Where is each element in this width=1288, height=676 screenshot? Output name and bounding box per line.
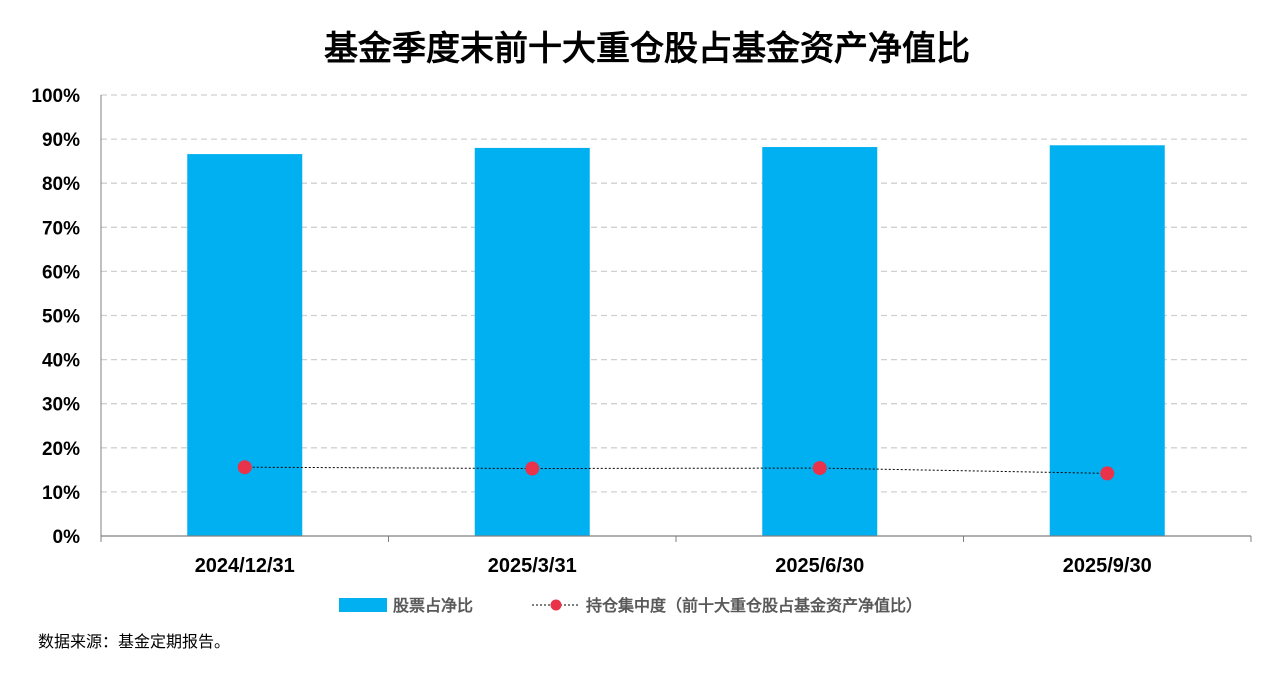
y-tick-label: 30% (42, 395, 80, 416)
y-tick-label: 0% (53, 527, 81, 548)
line-point (237, 460, 252, 475)
y-tick-label: 100% (31, 86, 80, 107)
legend-label-line: 持仓集中度（前十大重仓股占基金资产净值比） (586, 596, 922, 615)
x-tick-label: 2025/9/30 (1063, 555, 1152, 577)
y-tick-label: 70% (42, 218, 80, 239)
bar (474, 147, 590, 537)
chart-title: 基金季度末前十大重仓股占基金资产净值比 (324, 29, 970, 69)
line-point (812, 461, 827, 476)
legend: 股票占净比 持仓集中度（前十大重仓股占基金资产净值比） (339, 596, 922, 615)
legend-swatch-bar (339, 598, 387, 612)
line-point (1100, 466, 1115, 481)
y-tick-label: 10% (42, 483, 80, 504)
x-tick-label: 2024/12/31 (195, 555, 295, 577)
line-series (237, 460, 1115, 481)
series-line (244, 466, 1108, 474)
y-tick-label: 50% (42, 307, 80, 328)
line-point (525, 461, 540, 476)
source-note: 数据来源：基金定期报告。 (38, 632, 230, 651)
bar (762, 147, 878, 536)
y-tick-label: 40% (42, 351, 80, 372)
x-tick-label: 2025/6/30 (775, 555, 864, 577)
legend-label-bar: 股票占净比 (393, 596, 473, 615)
y-tick-label: 60% (42, 262, 80, 283)
legend-marker (550, 599, 562, 611)
x-tick-label: 2025/3/31 (488, 555, 577, 577)
y-tick-label: 90% (42, 130, 80, 151)
x-tick-labels: 2024/12/31 2025/3/31 2025/6/30 2025/9/30 (195, 555, 1152, 577)
y-tick-label: 20% (42, 439, 80, 460)
y-axis: 0% 10% 20% 30% 40% 50% 60% 70% 80% 90% 100% (31, 86, 102, 548)
y-tick-label: 80% (42, 174, 80, 195)
bar-series (187, 145, 1165, 537)
x-axis (100, 535, 1252, 542)
bar (187, 154, 303, 536)
